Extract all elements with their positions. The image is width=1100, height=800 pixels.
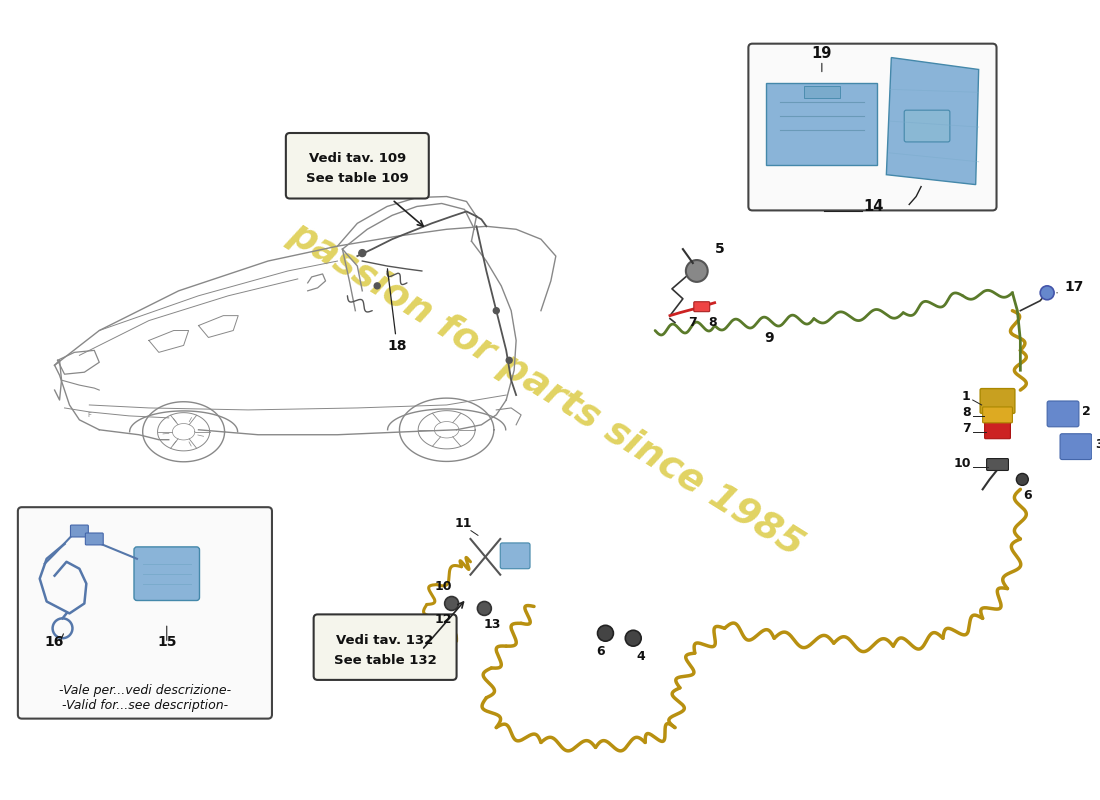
Circle shape — [625, 630, 641, 646]
Text: 11: 11 — [454, 517, 472, 530]
FancyBboxPatch shape — [987, 458, 1009, 470]
Circle shape — [477, 602, 492, 615]
FancyBboxPatch shape — [1060, 434, 1092, 459]
FancyBboxPatch shape — [982, 407, 1012, 423]
FancyBboxPatch shape — [70, 525, 88, 537]
FancyBboxPatch shape — [500, 543, 530, 569]
Circle shape — [686, 260, 707, 282]
FancyBboxPatch shape — [904, 110, 950, 142]
Text: 9: 9 — [764, 331, 774, 346]
Text: See table 132: See table 132 — [333, 654, 437, 666]
FancyBboxPatch shape — [980, 389, 1015, 414]
Text: passion for parts since 1985: passion for parts since 1985 — [282, 216, 810, 564]
Text: -Vale per...vedi descrizione-
-Valid for...see description-: -Vale per...vedi descrizione- -Valid for… — [59, 684, 231, 712]
Text: Vedi tav. 132: Vedi tav. 132 — [337, 634, 433, 646]
Text: 18: 18 — [387, 269, 407, 354]
Text: 6: 6 — [1023, 490, 1032, 502]
Text: 1: 1 — [962, 390, 970, 403]
Circle shape — [1016, 474, 1028, 486]
FancyBboxPatch shape — [86, 533, 103, 545]
Text: 10: 10 — [954, 458, 970, 470]
Circle shape — [359, 250, 366, 257]
Text: 13: 13 — [484, 618, 500, 631]
FancyBboxPatch shape — [804, 86, 839, 98]
Text: Vedi tav. 109: Vedi tav. 109 — [309, 152, 406, 166]
FancyBboxPatch shape — [767, 83, 878, 165]
FancyBboxPatch shape — [984, 421, 1011, 438]
FancyBboxPatch shape — [18, 507, 272, 718]
Text: 17: 17 — [1064, 280, 1084, 294]
Text: See table 109: See table 109 — [306, 172, 409, 185]
Text: 10: 10 — [434, 579, 452, 593]
Text: 6: 6 — [596, 645, 605, 658]
FancyBboxPatch shape — [314, 614, 456, 680]
Text: 8: 8 — [962, 406, 970, 419]
Text: 12: 12 — [434, 614, 452, 626]
Polygon shape — [887, 58, 979, 185]
Text: 14: 14 — [864, 199, 884, 214]
FancyBboxPatch shape — [1047, 401, 1079, 426]
Text: 19: 19 — [812, 46, 832, 61]
Circle shape — [1041, 286, 1054, 300]
Text: 7: 7 — [689, 315, 697, 329]
FancyBboxPatch shape — [286, 133, 429, 198]
Text: 2: 2 — [1082, 405, 1090, 418]
Circle shape — [493, 308, 499, 314]
FancyBboxPatch shape — [694, 302, 710, 312]
Text: 3: 3 — [1094, 438, 1100, 450]
Circle shape — [374, 283, 381, 289]
Circle shape — [597, 626, 614, 641]
Text: 16: 16 — [45, 635, 64, 649]
FancyBboxPatch shape — [134, 547, 199, 601]
Text: 15: 15 — [157, 635, 176, 649]
Text: F: F — [87, 412, 91, 418]
Text: 4: 4 — [637, 650, 646, 663]
Circle shape — [444, 597, 459, 610]
FancyBboxPatch shape — [748, 44, 997, 210]
Circle shape — [506, 358, 513, 363]
Text: 8: 8 — [708, 315, 717, 329]
Text: 7: 7 — [962, 422, 970, 434]
Text: 5: 5 — [715, 242, 725, 256]
